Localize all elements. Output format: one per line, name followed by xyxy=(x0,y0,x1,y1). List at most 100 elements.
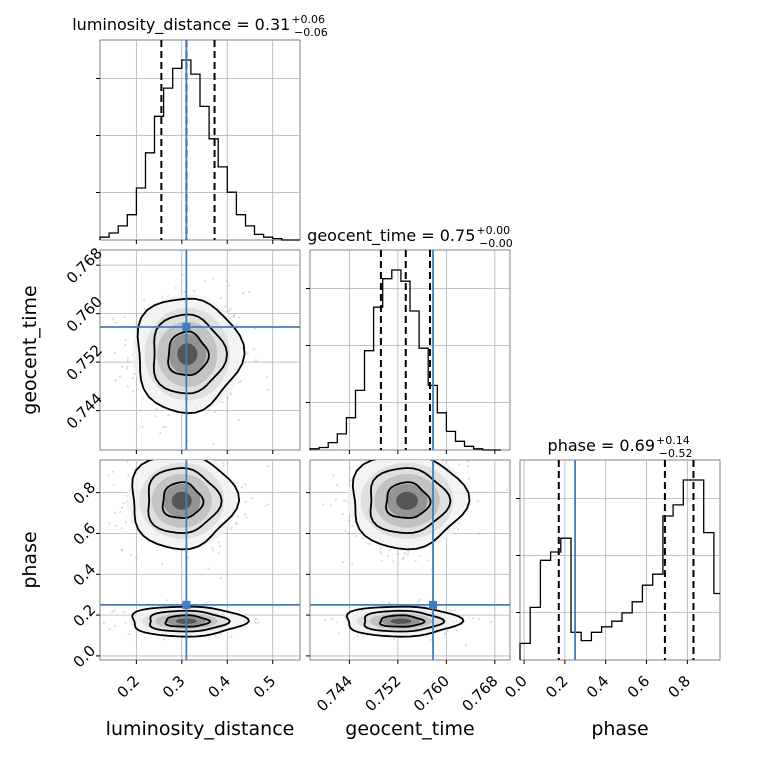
pair-geocent-time-vs-luminosity-distance-sample-point xyxy=(132,390,135,393)
pair-phase-vs-geocent-time-sample-point xyxy=(344,529,347,533)
pair-phase-vs-luminosity-distance-sample-point xyxy=(122,502,125,505)
xtick-label-phase: 0.6 xyxy=(624,672,654,702)
pair-phase-vs-geocent-time-contour xyxy=(345,605,465,638)
pair-phase-vs-geocent-time-sample-point xyxy=(402,556,405,559)
pair-phase-vs-geocent-time-sample-point xyxy=(329,504,332,507)
pair-phase-vs-geocent-time-sample-point xyxy=(423,605,427,608)
pair-phase-vs-geocent-time-sample-point xyxy=(336,621,339,624)
pair-phase-vs-geocent-time-sample-point xyxy=(444,606,447,610)
histogram-luminosity-distance xyxy=(96,39,301,244)
pair-phase-vs-luminosity-distance-sample-point xyxy=(128,458,130,460)
xlabel-phase: phase xyxy=(591,718,648,740)
pair-geocent-time-vs-luminosity-distance-sample-point xyxy=(131,377,134,380)
pair-phase-vs-geocent-time-contour xyxy=(351,460,471,551)
title-luminosity-distance: luminosity_distance = 0.31+0.06 −0.06 xyxy=(72,13,328,39)
pair-phase-vs-geocent-time-sample-point xyxy=(392,560,395,563)
pair-phase-vs-luminosity-distance-sample-point xyxy=(135,556,138,559)
title-phase: phase = 0.69+0.14 −0.52 xyxy=(548,434,693,460)
pair-phase-vs-geocent-time-sample-point xyxy=(401,558,404,561)
pair-phase-vs-geocent-time-sample-point xyxy=(342,460,344,461)
pair-phase-vs-geocent-time-sample-point xyxy=(361,537,364,540)
pair-geocent-time-vs-luminosity-distance-sample-point xyxy=(139,409,142,412)
pair-phase-vs-luminosity-distance-sample-point xyxy=(222,464,225,467)
xtick-label-phase: 0.0 xyxy=(501,672,531,702)
pair-phase-vs-geocent-time-contour xyxy=(385,481,432,519)
xlabel-luminosity-distance: luminosity_distance xyxy=(106,718,295,740)
pair-phase-vs-geocent-time-sample-point xyxy=(334,498,338,501)
pair-phase-vs-luminosity-distance-sample-point xyxy=(255,617,258,621)
pair-phase-vs-luminosity-distance-sample-point xyxy=(120,548,124,551)
pair-phase-vs-luminosity-distance-sample-point xyxy=(257,621,260,624)
pair-phase-vs-geocent-time-contour xyxy=(369,467,452,535)
pair-phase-vs-geocent-time-sample-point xyxy=(472,617,475,620)
pair-geocent-time-vs-luminosity-distance-sample-point xyxy=(159,432,162,435)
pair-phase-vs-luminosity-distance-sample-point xyxy=(217,552,220,555)
pair-geocent-time-vs-luminosity-distance-sample-point xyxy=(232,314,236,317)
pair-phase-vs-geocent-time-sample-point xyxy=(417,600,421,603)
pair-geocent-time-vs-luminosity-distance-sample-point xyxy=(142,298,146,301)
pair-phase-vs-geocent-time-sample-point xyxy=(455,629,458,632)
pair-phase-vs-luminosity-distance-sample-point xyxy=(162,638,165,641)
pair-geocent-time-vs-luminosity-distance-sample-point xyxy=(219,297,222,300)
xlabel-geocent-time: geocent_time xyxy=(345,718,474,740)
pair-phase-vs-luminosity-distance-sample-point xyxy=(122,610,125,614)
pair-geocent-time-vs-luminosity-distance-sample-point xyxy=(155,408,158,411)
pair-geocent-time-vs-luminosity-distance-sample-point xyxy=(154,414,157,418)
pair-phase-vs-geocent-time-sample-point xyxy=(342,561,345,564)
pair-phase-vs-geocent-time-sample-point xyxy=(388,549,391,552)
pair-geocent-time-vs-luminosity-distance-sample-point xyxy=(124,338,127,341)
pair-geocent-time-vs-luminosity-distance-sample-point xyxy=(233,313,236,316)
pair-phase-vs-geocent-time-contour xyxy=(379,614,426,628)
pair-geocent-time-vs-luminosity-distance-sample-point xyxy=(115,321,118,324)
pair-phase-vs-luminosity-distance-sample-point xyxy=(235,522,238,526)
pair-phase-vs-luminosity-distance-plotarea xyxy=(100,451,300,660)
pair-geocent-time-vs-luminosity-distance-sample-point xyxy=(241,292,244,295)
pair-phase-vs-luminosity-distance-sample-point xyxy=(120,549,123,552)
pair-phase-vs-geocent-time-sample-point xyxy=(467,477,470,481)
pair-phase-vs-geocent-time-sample-point xyxy=(348,466,351,470)
pair-phase-vs-geocent-time-sample-point xyxy=(418,554,421,557)
pair-phase-vs-luminosity-distance-sample-point xyxy=(245,516,248,519)
pair-phase-vs-luminosity-distance-sample-point xyxy=(133,454,135,456)
pair-geocent-time-vs-luminosity-distance-sample-point xyxy=(212,443,215,446)
ytick-label-phase: 0.0 xyxy=(70,642,100,672)
pair-phase-vs-luminosity-distance-sample-point xyxy=(244,483,247,486)
pair-phase-vs-geocent-time-sample-point xyxy=(307,635,309,637)
pair-geocent-time-vs-luminosity-distance-sample-point xyxy=(229,393,232,396)
pair-phase-vs-luminosity-distance-sample-point xyxy=(166,451,168,453)
pair-phase-vs-geocent-time-sample-point xyxy=(347,532,350,535)
pair-geocent-time-vs-luminosity-distance-sample-point xyxy=(227,310,230,313)
pair-phase-vs-geocent-time-sample-point xyxy=(367,453,369,455)
pair-geocent-time-vs-luminosity-distance-sample-point xyxy=(133,373,136,376)
pair-phase-vs-luminosity-distance-sample-point xyxy=(107,474,110,477)
xtick-label-phase: 0.4 xyxy=(583,672,613,702)
pair-phase-vs-luminosity-distance-sample-point xyxy=(112,483,115,486)
pair-phase-vs-geocent-time-sample-point xyxy=(476,500,479,503)
pair-geocent-time-vs-luminosity-distance-sample-point xyxy=(126,357,130,360)
pair-phase-vs-luminosity-distance-contour xyxy=(147,467,223,535)
pair-phase-vs-luminosity-distance-sample-point xyxy=(162,455,164,457)
pair-geocent-time-vs-luminosity-distance-sample-point xyxy=(224,305,227,308)
pair-phase-vs-geocent-time-contour xyxy=(363,609,446,633)
hist-geocent-time-step xyxy=(309,269,501,451)
pair-phase-vs-luminosity-distance-sample-point xyxy=(219,577,223,580)
pair-geocent-time-vs-luminosity-distance-sample-point xyxy=(125,367,128,370)
pair-geocent-time-vs-luminosity-distance-sample-point xyxy=(112,317,115,320)
pair-phase-vs-luminosity-distance-sample-point xyxy=(113,609,116,612)
pair-phase-vs-geocent-time-sample-point xyxy=(355,535,358,538)
pair-geocent-time-vs-luminosity-distance-density-level xyxy=(177,343,198,366)
pair-geocent-time-vs-luminosity-distance-sample-point xyxy=(239,380,242,383)
pair-phase-vs-luminosity-distance-sample-point xyxy=(148,454,150,456)
pair-phase-vs-luminosity-distance-sample-point xyxy=(127,633,130,636)
pair-phase-vs-luminosity-distance-sample-point xyxy=(266,503,270,506)
pair-phase-vs-geocent-time-sample-point xyxy=(380,559,383,562)
pair-phase-vs-geocent-time-sample-point xyxy=(380,552,383,556)
xtick-label-luminosity-distance: 0.2 xyxy=(114,672,144,702)
pair-phase-vs-geocent-time-sample-point xyxy=(341,512,344,515)
pair-phase-vs-luminosity-distance-sample-point xyxy=(244,513,247,516)
pair-phase-vs-geocent-time-sample-point xyxy=(478,617,481,621)
pair-phase-vs-geocent-time-sample-point xyxy=(458,463,461,466)
pair-geocent-time-vs-luminosity-distance-plotarea xyxy=(100,250,300,450)
pair-phase-vs-geocent-time-sample-point xyxy=(337,632,340,635)
pair-phase-vs-geocent-time-density-level xyxy=(390,618,412,624)
